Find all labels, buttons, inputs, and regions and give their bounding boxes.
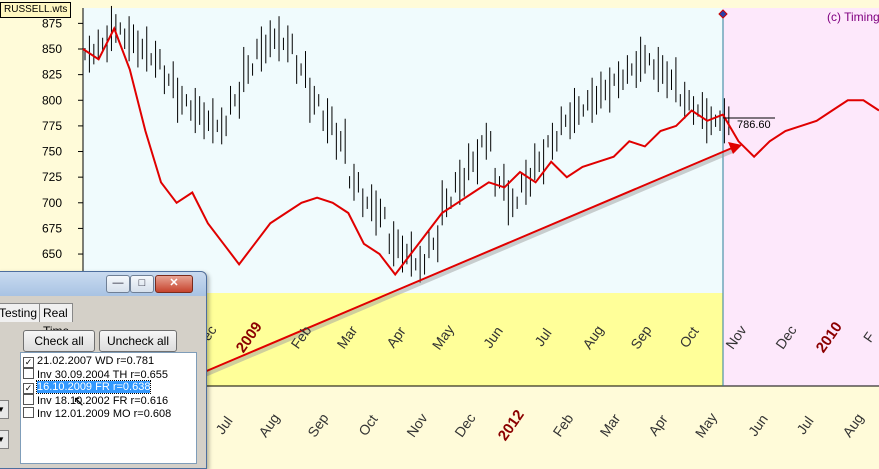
y-tick-label: 725 — [42, 170, 62, 184]
file-tag[interactable]: RUSSELL.wts — [0, 2, 72, 18]
forecast-line — [82, 26, 879, 277]
y-tick-label: 825 — [42, 68, 62, 82]
y-tick-label: 775 — [42, 119, 62, 133]
copyright-text: (c) Timing — [827, 10, 879, 24]
lower-month-labels: Jul Aug Sep Oct Nov Dec 2012 Feb Mar Apr May Jun Jul… — [212, 407, 866, 444]
uncheck-all-button[interactable]: Uncheck all — [99, 330, 177, 352]
y-tick-label: 875 — [42, 16, 62, 30]
upper-axis-band-future — [723, 293, 879, 386]
mouse-cursor-icon: ↖ — [73, 393, 85, 409]
list-item-selected[interactable]: ✓ 16.10.2009 FR r=0.638 — [23, 380, 152, 394]
dropdown-arrow-icon[interactable]: ▼ — [0, 400, 9, 419]
minimize-icon[interactable]: — — [106, 275, 130, 293]
y-tick-label: 700 — [42, 196, 62, 210]
list-item[interactable]: Inv 12.01.2009 MO r=0.608 — [23, 407, 193, 420]
maximize-icon[interactable]: □ — [130, 275, 154, 293]
price-bars — [84, 5, 730, 283]
checkbox[interactable] — [23, 407, 34, 418]
today-marker-icon[interactable] — [718, 9, 728, 19]
arrow-annotation — [182, 142, 742, 385]
y-axis-ticks: 875850825800775750725700675650625 — [42, 16, 83, 287]
list-item[interactable]: Inv 30.09.2004 TH r=0.655 — [23, 368, 193, 381]
y-tick-label: 800 — [42, 93, 62, 107]
check-all-button[interactable]: Check all — [23, 330, 95, 352]
tab-real-time[interactable]: Real Time — [39, 303, 74, 338]
checkbox[interactable]: ✓ — [23, 383, 34, 394]
tab-testing[interactable]: Testing — [0, 303, 42, 322]
chart-canvas: 875850825800775750725700675650625 786.60… — [42, 5, 879, 457]
dialog-titlebar[interactable]: — □ ✕ — [0, 272, 206, 296]
y-tick-label: 850 — [42, 42, 62, 56]
dropdown-arrow-icon[interactable]: ▼ — [0, 430, 9, 449]
analog-selection-dialog: — □ ✕ Testing Real Time Check all Unchec… — [0, 271, 207, 469]
close-icon[interactable]: ✕ — [155, 275, 193, 293]
checkbox[interactable]: ✓ — [23, 357, 34, 368]
list-item[interactable]: ✓ 21.02.2007 WD r=0.781 — [23, 355, 155, 368]
y-tick-label: 650 — [42, 247, 62, 261]
y-tick-label: 750 — [42, 145, 62, 159]
checkbox[interactable] — [23, 394, 34, 405]
arrow-head-icon — [728, 142, 742, 154]
y-tick-label: 675 — [42, 221, 62, 235]
analog-list[interactable]: ✓ 21.02.2007 WD r=0.781 Inv 30.09.2004 TH… — [20, 352, 197, 464]
list-item[interactable]: Inv 18.10.2002 FR r=0.616 — [23, 394, 193, 407]
price-label-box: 786.60 — [723, 117, 775, 131]
price-label: 786.60 — [737, 119, 771, 131]
checkbox[interactable] — [23, 368, 34, 379]
